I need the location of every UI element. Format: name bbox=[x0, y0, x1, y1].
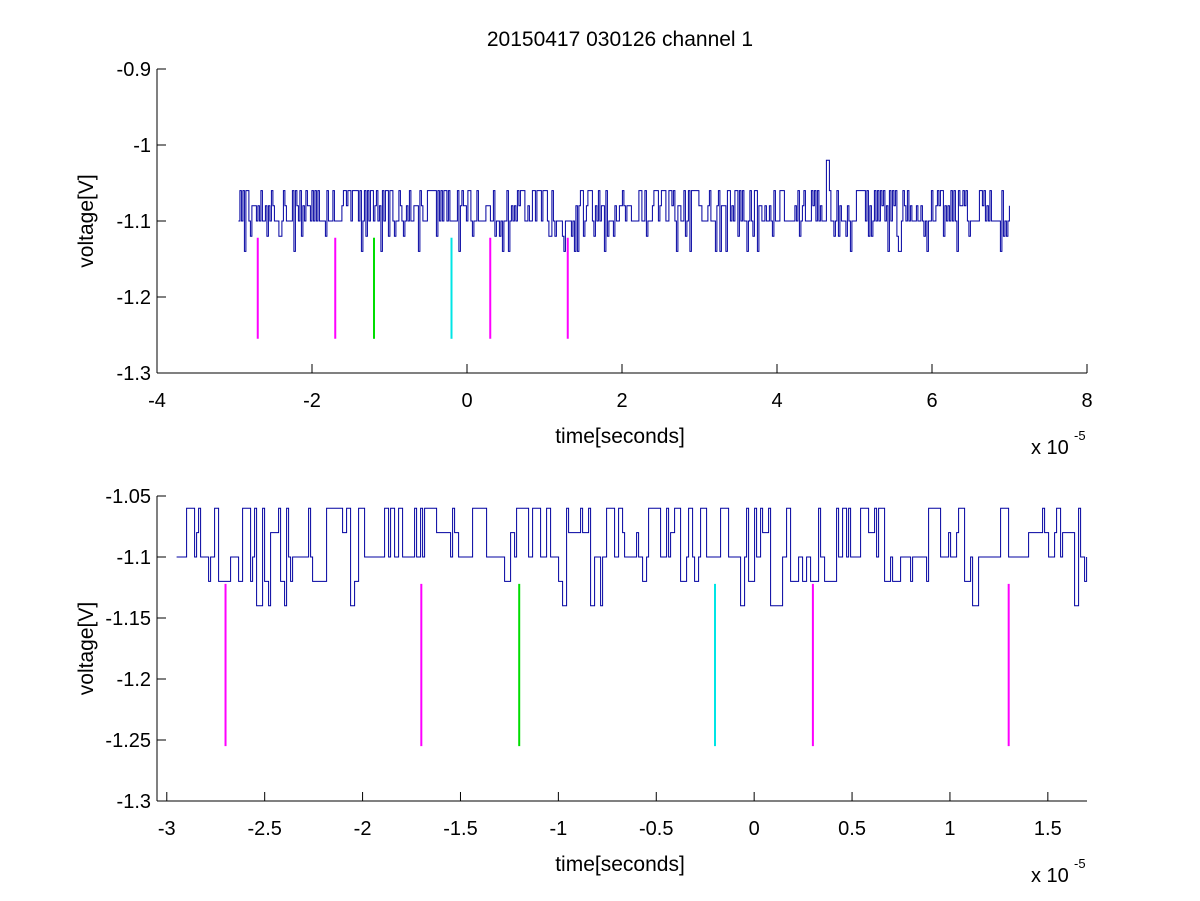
x-tick-label: 1.5 bbox=[1034, 818, 1062, 840]
x-exponent-value: -5 bbox=[1074, 856, 1086, 871]
signal-trace bbox=[238, 159, 1010, 252]
x-tick-label: -1.5 bbox=[443, 818, 477, 840]
bottom-plot: -1.3 -1.25 -1.2 -1.15 -1.1 -1.05 -3 -2.5 -2 -1.5 -… bbox=[75, 486, 1088, 887]
y-tick-label: -0.9 bbox=[117, 59, 151, 81]
x-tick-label: 0 bbox=[749, 818, 760, 840]
x-tick-label: 0 bbox=[461, 390, 472, 412]
x-exponent-label: x 10 bbox=[1031, 437, 1069, 459]
y-axis-label: voltage[V] bbox=[75, 602, 98, 695]
y-tick-label: -1.15 bbox=[105, 608, 151, 630]
x-exponent-label: x 10 bbox=[1031, 865, 1069, 887]
y-axis-label: voltage[V] bbox=[75, 174, 98, 267]
x-axis-label: time[seconds] bbox=[555, 853, 685, 876]
x-axis-label: time[seconds] bbox=[555, 425, 685, 448]
y-tick-label: -1.2 bbox=[117, 669, 151, 691]
x-tick-label: -4 bbox=[148, 390, 166, 412]
y-tick-label: -1.3 bbox=[117, 363, 151, 385]
y-tick-label: -1.05 bbox=[105, 486, 151, 508]
y-tick-label: -1.25 bbox=[105, 730, 151, 752]
x-tick-label: -2.5 bbox=[247, 818, 281, 840]
x-tick-label: -2 bbox=[354, 818, 372, 840]
x-tick-label: 8 bbox=[1081, 390, 1092, 412]
y-tick-label: -1.2 bbox=[117, 287, 151, 309]
x-tick-label: 1 bbox=[944, 818, 955, 840]
figure-title: 20150417 030126 channel 1 bbox=[487, 28, 753, 51]
y-tick-label: -1 bbox=[133, 135, 151, 157]
y-tick-label: -1.1 bbox=[117, 211, 151, 233]
x-tick-label: 2 bbox=[616, 390, 627, 412]
x-exponent-value: -5 bbox=[1074, 428, 1086, 443]
signal-trace bbox=[176, 507, 1088, 607]
y-tick-label: -1.3 bbox=[117, 791, 151, 813]
x-tick-label: -0.5 bbox=[639, 818, 673, 840]
x-tick-label: -3 bbox=[158, 818, 176, 840]
y-tick-label: -1.1 bbox=[117, 547, 151, 569]
top-plot: -1.3 -1.2 -1.1 -1 -0.9 -4 -2 0 2 4 6 8 time[seconds]… bbox=[75, 59, 1093, 459]
x-tick-label: -2 bbox=[303, 390, 321, 412]
x-tick-label: 0.5 bbox=[838, 818, 866, 840]
x-tick-label: 4 bbox=[771, 390, 782, 412]
x-tick-label: 6 bbox=[926, 390, 937, 412]
x-tick-label: -1 bbox=[549, 818, 567, 840]
